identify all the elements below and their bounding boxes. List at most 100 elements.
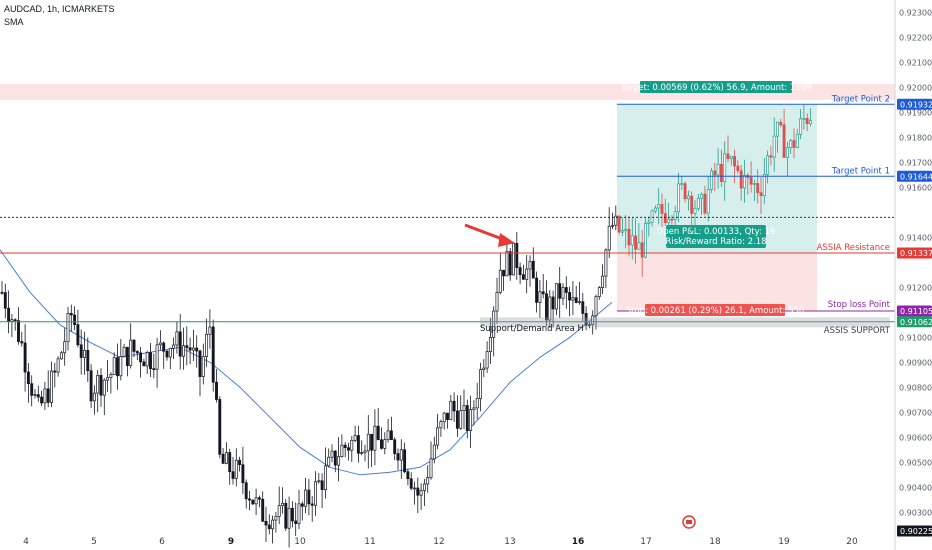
y-tick-label: 0.92200	[899, 33, 932, 42]
candle-body	[172, 344, 176, 349]
candle-body	[26, 371, 30, 385]
candle-body	[749, 177, 753, 185]
candle-body	[383, 439, 387, 449]
candle-body	[604, 249, 608, 277]
rr-text: Risk/Reward Ratio: 2.18	[665, 237, 766, 247]
candle-body	[792, 140, 796, 148]
candle-body	[554, 283, 558, 310]
candle-body	[234, 459, 238, 479]
indicator-legend[interactable]: SMA	[4, 17, 24, 27]
candle-body	[495, 291, 499, 312]
candle-body	[40, 396, 44, 404]
candle-body	[36, 394, 40, 398]
candle-body	[663, 213, 667, 223]
candle-body	[439, 421, 443, 429]
candle-body	[455, 410, 459, 429]
candle-body	[584, 313, 588, 326]
candle-body	[224, 452, 228, 464]
candle-body	[432, 444, 436, 460]
position-zones	[617, 104, 817, 312]
x-tick-label: 10	[294, 537, 306, 547]
candle-body	[660, 204, 664, 214]
candle-body	[119, 356, 123, 377]
candle-body	[337, 456, 341, 466]
candle-body	[376, 425, 380, 441]
y-tick-label: 0.92300	[899, 8, 932, 17]
x-tick-label: 18	[709, 537, 721, 547]
candle-body	[277, 505, 281, 517]
candle-body	[50, 370, 53, 403]
candle-body	[521, 274, 525, 280]
candle-body	[155, 344, 159, 370]
price-badge-target	[897, 170, 932, 182]
candle-body	[429, 458, 433, 478]
candle-body	[531, 260, 535, 279]
candle-body	[581, 301, 585, 314]
x-tick-label: 6	[159, 537, 165, 547]
candle-body	[396, 453, 400, 461]
candle-body	[637, 242, 641, 250]
candle-body	[406, 471, 410, 480]
candle-body	[188, 347, 192, 351]
candle-body	[46, 388, 50, 403]
candle-body	[772, 135, 776, 158]
candle-body	[789, 140, 793, 149]
candle-body	[624, 228, 628, 232]
candle-body	[657, 204, 661, 209]
candle-body	[776, 121, 779, 137]
candle-body	[426, 477, 430, 485]
candle-body	[218, 399, 222, 455]
candle-body	[670, 218, 674, 221]
candle-body	[380, 439, 383, 449]
candle-body	[63, 341, 67, 354]
x-tick-label: 5	[91, 537, 97, 547]
candle-body	[307, 489, 311, 505]
price-axis[interactable]: 0.92300 0.92200 0.92100 0.92000 0.91900 0.918…	[894, 0, 932, 550]
y-tick-label: 0.90300	[899, 508, 932, 517]
candle-body	[300, 503, 304, 507]
candle-body	[10, 319, 14, 322]
y-tick-label: 0.91800	[899, 133, 932, 142]
candle-body	[700, 193, 704, 199]
candle-body	[799, 118, 803, 135]
candle-body	[297, 503, 301, 524]
price-badge-current	[897, 525, 932, 537]
candle-body	[290, 507, 294, 522]
candle-body	[7, 307, 11, 322]
candle-body	[488, 337, 492, 352]
candle-body	[185, 345, 189, 349]
symbol-title[interactable]: AUDCAD, 1h, ICMARKETS	[4, 4, 115, 14]
loss-zone	[617, 253, 817, 312]
price-badge-text: 0.91062	[900, 318, 932, 327]
candle-body	[205, 333, 209, 358]
candle-body	[459, 410, 463, 429]
y-tick-label: 0.91900	[899, 108, 932, 117]
candle-body	[142, 361, 146, 367]
candle-body	[109, 374, 113, 378]
candle-body	[43, 388, 47, 404]
candle-body	[802, 118, 806, 120]
candle-body	[403, 449, 407, 473]
annotations: Target Point 2 Target Point 1 ASSIA Resist…	[464, 81, 891, 529]
candle-body	[696, 197, 700, 209]
candle-body	[366, 433, 370, 452]
time-axis[interactable]: 4 5 6 9 10 11 12 13 16 17 18 19 20	[23, 537, 858, 547]
target-box-text: Target: 0.00569 (0.62%) 56.9, Amount: 11…	[620, 83, 812, 93]
candle-body	[30, 383, 34, 396]
candle-body	[607, 225, 611, 251]
candle-body	[178, 331, 182, 357]
candle-body	[370, 433, 374, 451]
candle-body	[650, 210, 654, 223]
candle-body	[449, 400, 453, 420]
candle-body	[33, 394, 37, 396]
candle-body	[195, 347, 199, 352]
candle-body	[356, 435, 360, 454]
candle-body	[515, 242, 519, 268]
candle-body	[112, 357, 116, 375]
candle-body	[248, 498, 251, 501]
candle-body	[304, 489, 308, 507]
candle-body	[743, 175, 746, 189]
candle-body	[446, 412, 449, 420]
y-tick-label: 0.91400	[899, 233, 932, 242]
